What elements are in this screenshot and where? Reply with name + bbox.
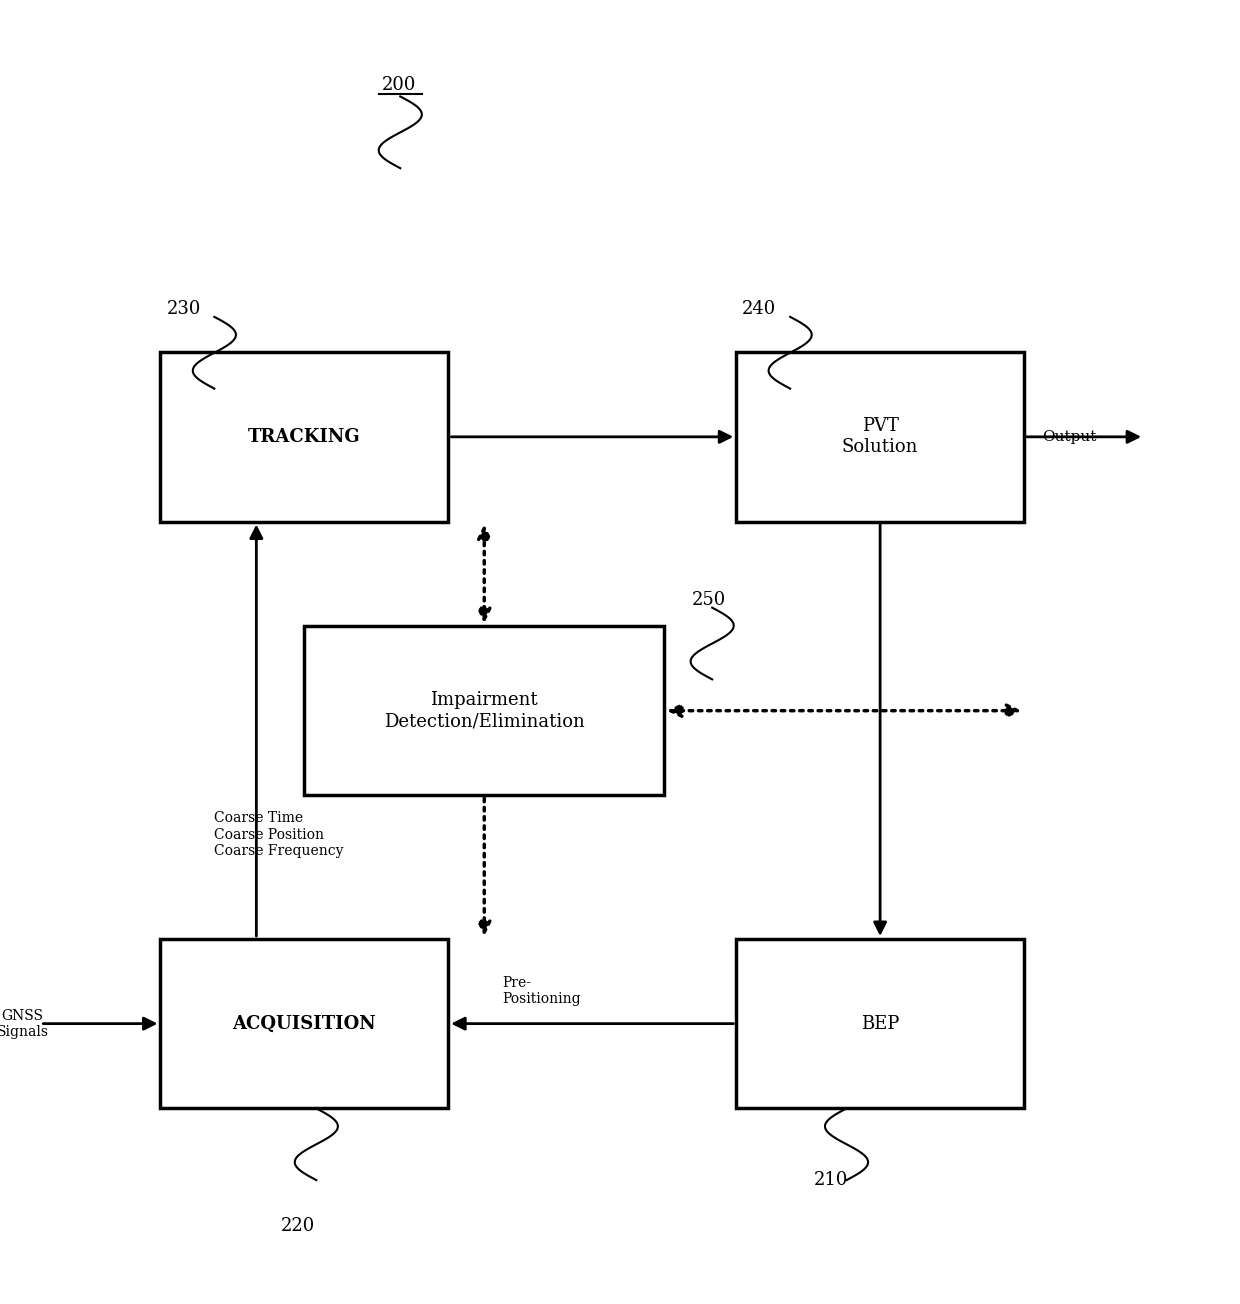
Bar: [304, 626, 665, 795]
Text: 200: 200: [382, 76, 417, 94]
Text: 230: 230: [166, 300, 201, 318]
Text: GNSS
Signals: GNSS Signals: [0, 1008, 48, 1039]
Text: PVT
Solution: PVT Solution: [842, 417, 919, 456]
Text: Pre-
Positioning: Pre- Positioning: [502, 975, 580, 1007]
Text: Coarse Time
Coarse Position
Coarse Frequency: Coarse Time Coarse Position Coarse Frequ…: [215, 811, 343, 858]
Text: 240: 240: [743, 300, 776, 318]
Text: Impairment
Detection/Elimination: Impairment Detection/Elimination: [384, 691, 584, 730]
Bar: [160, 352, 449, 522]
Text: 210: 210: [815, 1171, 848, 1189]
Text: BEP: BEP: [861, 1015, 899, 1033]
Text: ACQUISITION: ACQUISITION: [232, 1015, 376, 1033]
Text: TRACKING: TRACKING: [248, 428, 361, 446]
Text: 250: 250: [692, 591, 727, 609]
Bar: [737, 352, 1024, 522]
Bar: [737, 939, 1024, 1108]
Bar: [160, 939, 449, 1108]
Text: Output: Output: [1042, 430, 1096, 443]
Text: 220: 220: [280, 1217, 315, 1235]
